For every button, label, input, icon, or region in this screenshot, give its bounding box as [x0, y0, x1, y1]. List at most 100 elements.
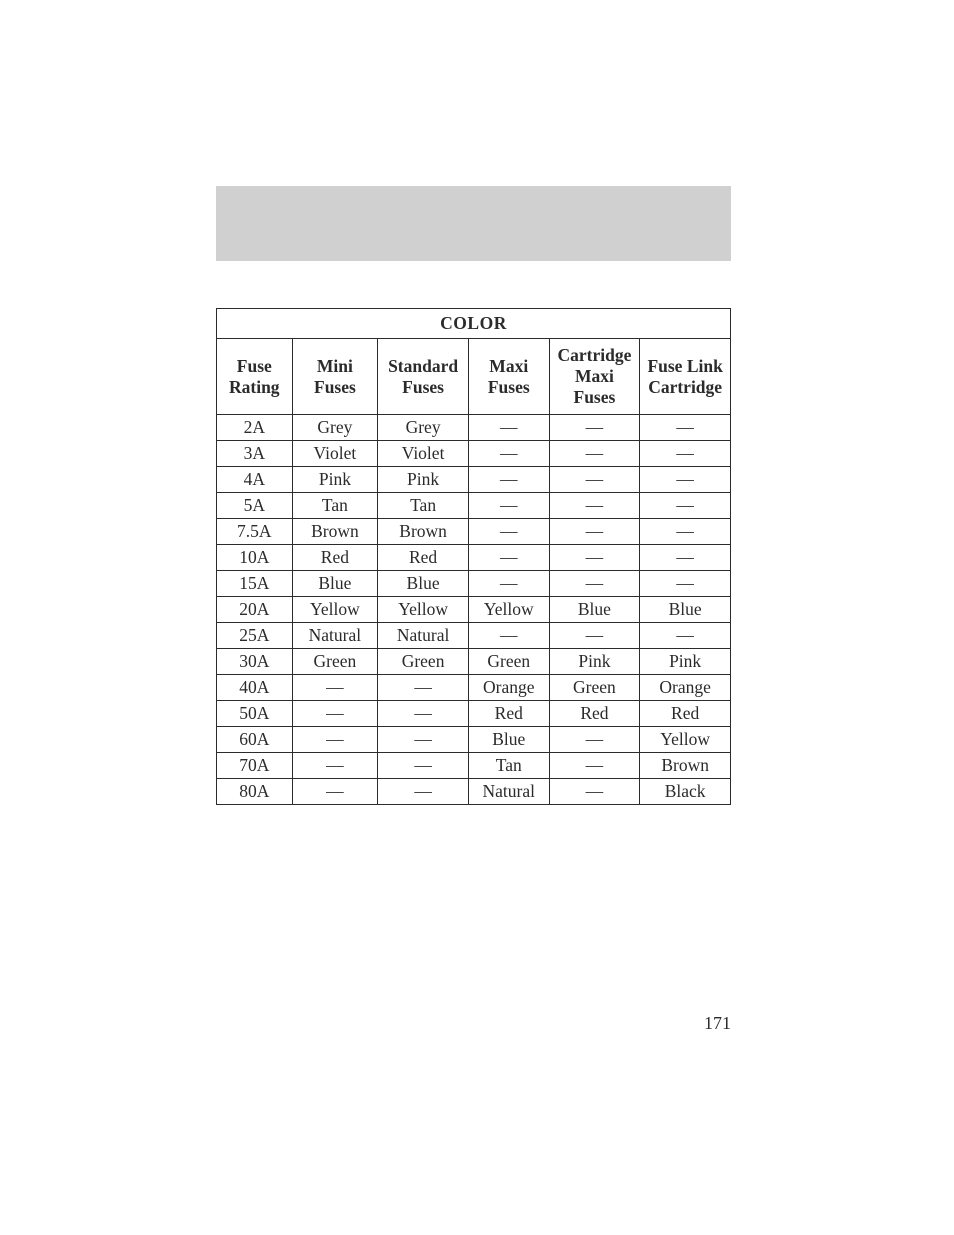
table-row: 5A Tan Tan — — — — [217, 493, 731, 519]
table-body: 2A Grey Grey — — — 3A Violet Violet — — … — [217, 415, 731, 805]
table-header-row: FuseRating MiniFuses StandardFuses MaxiF… — [217, 339, 731, 415]
cell: — — [640, 441, 731, 467]
cell: Yellow — [468, 597, 549, 623]
table-row: 60A — — Blue — Yellow — [217, 727, 731, 753]
cell: — — [549, 415, 640, 441]
table-row: 2A Grey Grey — — — — [217, 415, 731, 441]
cell: — — [292, 675, 378, 701]
fuse-color-table: COLOR FuseRating MiniFuses StandardFuses… — [216, 308, 731, 805]
cell: — — [292, 779, 378, 805]
cell: Red — [549, 701, 640, 727]
table-row: 3A Violet Violet — — — — [217, 441, 731, 467]
cell: Orange — [640, 675, 731, 701]
cell: — — [378, 675, 469, 701]
cell: Red — [640, 701, 731, 727]
page: COLOR FuseRating MiniFuses StandardFuses… — [0, 0, 954, 1235]
cell: Grey — [378, 415, 469, 441]
cell: 60A — [217, 727, 293, 753]
cell: — — [378, 779, 469, 805]
cell: — — [549, 519, 640, 545]
cell: Green — [549, 675, 640, 701]
cell: Green — [378, 649, 469, 675]
cell: — — [549, 441, 640, 467]
cell: Red — [378, 545, 469, 571]
cell: — — [378, 753, 469, 779]
cell: — — [292, 753, 378, 779]
page-number: 171 — [704, 1013, 731, 1034]
cell: — — [640, 519, 731, 545]
cell: Yellow — [378, 597, 469, 623]
cell: Natural — [468, 779, 549, 805]
cell: Blue — [549, 597, 640, 623]
cell: 25A — [217, 623, 293, 649]
cell: Blue — [292, 571, 378, 597]
cell: 30A — [217, 649, 293, 675]
cell: — — [378, 701, 469, 727]
table-row: 7.5A Brown Brown — — — — [217, 519, 731, 545]
cell: — — [640, 545, 731, 571]
cell: Brown — [378, 519, 469, 545]
cell: Grey — [292, 415, 378, 441]
cell: Brown — [640, 753, 731, 779]
cell: 15A — [217, 571, 293, 597]
col-header-fuse-link-cartridge: Fuse LinkCartridge — [640, 339, 731, 415]
cell: Pink — [549, 649, 640, 675]
cell: Violet — [378, 441, 469, 467]
cell: — — [468, 415, 549, 441]
cell: Natural — [378, 623, 469, 649]
cell: — — [640, 493, 731, 519]
cell: Natural — [292, 623, 378, 649]
cell: Blue — [468, 727, 549, 753]
cell: Yellow — [640, 727, 731, 753]
cell: 2A — [217, 415, 293, 441]
cell: Pink — [292, 467, 378, 493]
cell: Tan — [468, 753, 549, 779]
cell: — — [468, 441, 549, 467]
cell: 3A — [217, 441, 293, 467]
fuse-color-table-wrap: COLOR FuseRating MiniFuses StandardFuses… — [216, 308, 731, 805]
table-title: COLOR — [217, 309, 731, 339]
cell: — — [549, 493, 640, 519]
cell: — — [549, 467, 640, 493]
cell: 5A — [217, 493, 293, 519]
cell: Green — [468, 649, 549, 675]
cell: Green — [292, 649, 378, 675]
table-row: 20A Yellow Yellow Yellow Blue Blue — [217, 597, 731, 623]
col-header-fuse-rating: FuseRating — [217, 339, 293, 415]
cell: — — [468, 623, 549, 649]
cell: Violet — [292, 441, 378, 467]
cell: — — [549, 623, 640, 649]
cell: — — [468, 493, 549, 519]
cell: — — [640, 623, 731, 649]
cell: — — [549, 727, 640, 753]
cell: — — [292, 701, 378, 727]
table-row: 4A Pink Pink — — — — [217, 467, 731, 493]
table-row: 30A Green Green Green Pink Pink — [217, 649, 731, 675]
cell: — — [640, 467, 731, 493]
table-row: 40A — — Orange Green Orange — [217, 675, 731, 701]
cell: Blue — [640, 597, 731, 623]
cell: Brown — [292, 519, 378, 545]
cell: — — [549, 545, 640, 571]
cell: — — [292, 727, 378, 753]
table-row: 25A Natural Natural — — — — [217, 623, 731, 649]
table-title-row: COLOR — [217, 309, 731, 339]
cell: Red — [292, 545, 378, 571]
cell: Red — [468, 701, 549, 727]
cell: Pink — [640, 649, 731, 675]
cell: — — [468, 467, 549, 493]
cell: 7.5A — [217, 519, 293, 545]
cell: 80A — [217, 779, 293, 805]
cell: — — [549, 779, 640, 805]
table-row: 70A — — Tan — Brown — [217, 753, 731, 779]
cell: 50A — [217, 701, 293, 727]
cell: 20A — [217, 597, 293, 623]
col-header-cartridge-maxi-fuses: CartridgeMaxiFuses — [549, 339, 640, 415]
table-row: 10A Red Red — — — — [217, 545, 731, 571]
cell: — — [640, 415, 731, 441]
cell: — — [378, 727, 469, 753]
cell: Tan — [292, 493, 378, 519]
table-row: 80A — — Natural — Black — [217, 779, 731, 805]
cell: Yellow — [292, 597, 378, 623]
cell: Pink — [378, 467, 469, 493]
